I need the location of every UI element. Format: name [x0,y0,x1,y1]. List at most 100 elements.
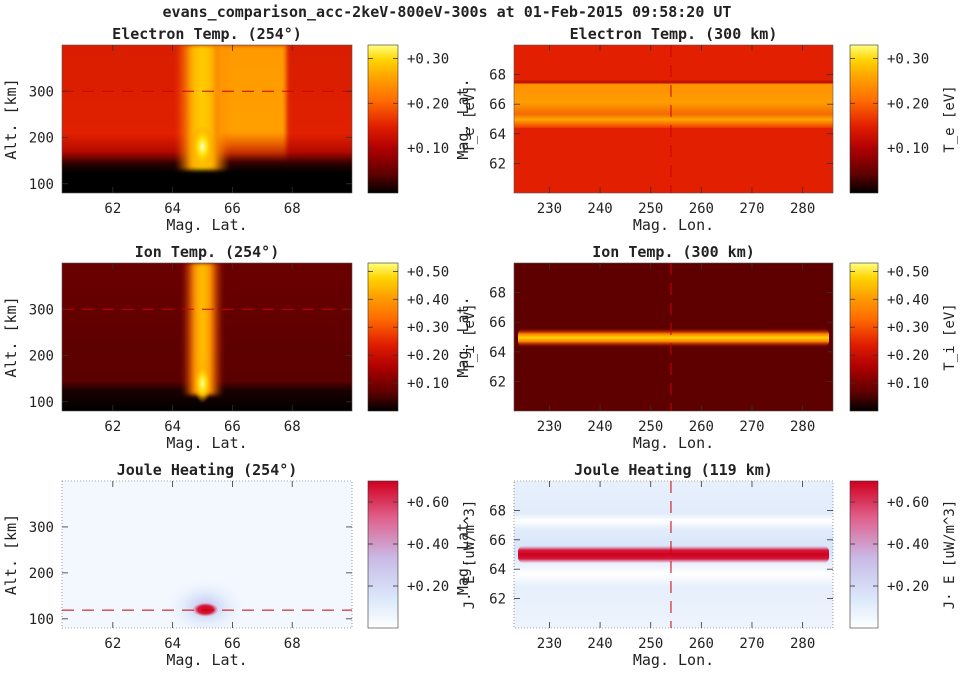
plot-frame [61,44,353,194]
panel-ti-lat: 62 64 66 68 100 200 300 Ion Temp. (254°) Mag. La… [2,243,478,452]
y-tick-label: 64 [489,345,506,361]
x-tick-label: 230 [537,636,562,652]
plot-frame [513,44,834,194]
x-tick-label: 66 [224,636,241,652]
colorbar-tick-label: +0.10 [887,141,929,157]
colorbar-tick-label: +0.60 [887,495,929,511]
y-axis-label: Alt. [km] [2,78,20,159]
x-tick-label: 240 [587,419,612,435]
y-tick-label: 66 [489,533,506,549]
colorbar-label: T_i [eV] [942,303,958,370]
panel-title: Electron Temp. (254°) [112,25,302,43]
panels: 62 64 66 68 100 200 300 Electron Temp. (254°) Ma… [2,25,958,669]
y-tick-label: 300 [29,520,54,536]
x-tick-label: 280 [790,636,815,652]
panel-te-lat: 62 64 66 68 100 200 300 Electron Temp. (254°) Ma… [2,25,478,234]
y-tick-label: 300 [29,84,54,100]
y-axis-label: Alt. [km] [2,514,20,595]
heatmap-field [62,45,352,193]
colorbar-label: T_e [eV] [462,85,478,152]
x-tick-label: 250 [638,636,663,652]
x-axis-label: Mag. Lon. [633,651,714,669]
colorbar: +0.10 +0.20 +0.30 T_e [eV] [367,44,478,194]
plot-frame [513,480,834,629]
colorbar-tick-label: +0.30 [887,320,929,336]
y-axis-label: Alt. [km] [2,296,20,377]
figure-title: evans_comparison_acc-2keV-800eV-300s at … [163,3,732,21]
colorbar-tick-label: +0.20 [887,348,929,364]
panel-title: Ion Temp. (300 km) [592,243,755,261]
colorbar-tick-label: +0.40 [887,537,929,553]
y-tick-label: 66 [489,97,506,113]
colorbar-tick-label: +0.10 [887,376,929,392]
x-tick-label: 62 [104,636,121,652]
x-tick-label: 250 [638,419,663,435]
colorbar-gradient [367,262,399,412]
y-tick-label: 68 [489,503,506,519]
colorbar-label: J· E [uW/m^3] [942,500,958,610]
y-tick-label: 100 [29,395,54,411]
x-axis-label: Mag. Lat. [166,434,247,452]
colorbar-tick-label: +0.20 [407,348,449,364]
y-tick-label: 200 [29,566,54,582]
heatmap-field [62,263,352,411]
panel-title: Joule Heating (254°) [117,461,298,479]
hot-spot [190,124,215,169]
x-tick-label: 64 [164,636,181,652]
y-axis-label: Mag. Lat. [454,296,472,377]
colorbar-label: T_i [eV] [462,303,478,370]
colorbar-tick-label: +0.40 [887,292,929,308]
y-axis-label: Mag. Lat. [454,78,472,159]
hot-spot [193,363,212,404]
y-tick-label: 100 [29,612,54,628]
colorbar-tick-label: +0.20 [407,96,449,112]
x-tick-label: 66 [224,419,241,435]
panel-te-lon: 230 240 250 260 270 280 62 64 66 68 Electron Temp.… [454,25,958,234]
colorbar-tick-label: +0.10 [407,141,449,157]
panel-jh-lon: 230 240 250 260 270 280 62 64 66 68 Joule Heating … [454,461,958,669]
colorbar-tick-label: +0.10 [407,376,449,392]
plot-frame [513,262,834,412]
heatmap-field [514,45,833,193]
x-tick-label: 62 [104,201,121,217]
x-tick-label: 68 [284,636,301,652]
y-tick-label: 66 [489,315,506,331]
colorbar-tick-label: +0.20 [887,579,929,595]
panel-title: Electron Temp. (300 km) [570,25,778,43]
y-tick-label: 62 [489,592,506,608]
colorbar-label: T_e [eV] [942,85,958,152]
y-tick-label: 68 [489,286,506,302]
x-tick-label: 250 [638,201,663,217]
colorbar-tick-label: +0.20 [407,579,449,595]
x-tick-label: 230 [537,419,562,435]
y-tick-label: 62 [489,374,506,390]
y-tick-label: 62 [489,156,506,172]
colorbar-tick-label: +0.40 [407,292,449,308]
x-tick-label: 270 [739,636,764,652]
x-tick-label: 68 [284,419,301,435]
colorbar-tick-label: +0.50 [887,264,929,280]
y-tick-label: 68 [489,68,506,84]
x-axis-label: Mag. Lat. [166,651,247,669]
y-axis-label: Mag. Lat. [454,514,472,595]
colorbar-gradient [849,262,879,412]
plot-frame [61,262,353,412]
x-tick-label: 64 [164,201,181,217]
heatmap-field [514,263,833,411]
y-tick-label: 100 [29,177,54,193]
x-tick-label: 64 [164,419,181,435]
colorbar: +0.10 +0.20 +0.30 +0.40 +0.50 T_i [eV] [849,262,958,412]
x-axis-label: Mag. Lon. [633,216,714,234]
colorbar-tick-label: +0.30 [407,320,449,336]
colorbar-gradient [849,480,879,629]
x-tick-label: 260 [689,636,714,652]
x-tick-label: 230 [537,201,562,217]
y-tick-label: 200 [29,349,54,365]
y-tick-label: 64 [489,562,506,578]
panel-title: Ion Temp. (254°) [135,243,280,261]
heatmap-field [514,481,833,628]
panel-title: Joule Heating (119 km) [574,461,773,479]
colorbar-tick-label: +0.30 [407,51,449,67]
colorbar-tick-label: +0.50 [407,264,449,280]
